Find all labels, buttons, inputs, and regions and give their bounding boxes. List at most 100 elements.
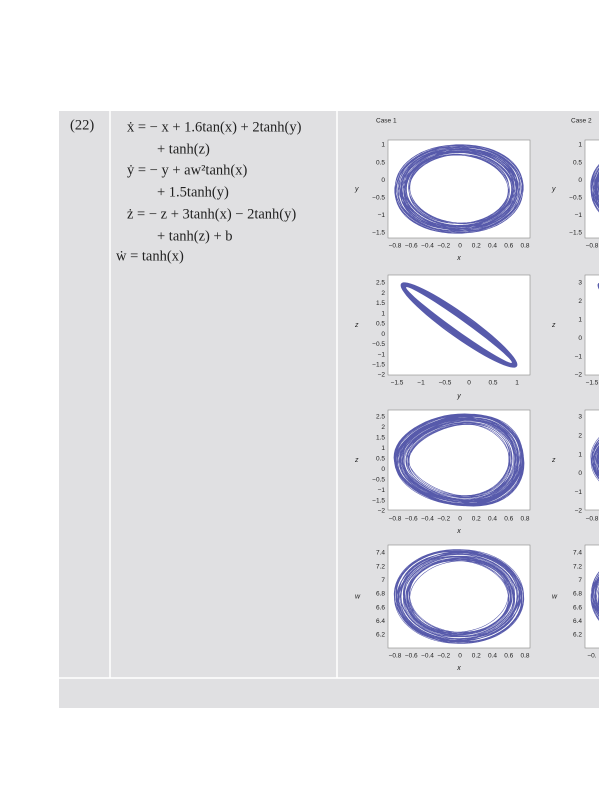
attractor-trajectory [394,144,524,234]
y-tick-label: 1.5 [376,435,385,442]
x-tick-label: −1.5 [391,380,404,387]
y-axis-label: z [354,457,359,464]
x-tick-label: 0.2 [472,243,481,250]
plot-area [584,274,599,376]
y-tick-label: −2 [575,372,583,379]
x-tick-label: −0.8 [586,243,599,250]
x-axis-label: x [456,665,461,672]
row-number: (22) [70,117,94,133]
case-title: Case 2 [571,118,592,125]
x-tick-label: 0.5 [488,380,497,387]
y-tick-label: −1.5 [569,230,582,237]
y-tick-label: −1 [575,353,583,360]
x-tick-label: 0.4 [488,243,497,250]
y-tick-label: 1 [578,142,582,149]
equation-line: ẋ = − x + 1.6tan(x) + 2tanh(y) [127,119,302,135]
x-tick-label: 0.8 [520,516,529,523]
x-axis-label: x [456,528,461,535]
y-tick-label: −2 [575,508,583,515]
y-tick-label: −1.5 [372,230,385,237]
y-tick-label: 2 [381,424,385,431]
y-tick-label: 2 [578,298,582,305]
y-tick-label: 6.6 [573,604,582,611]
x-axis-label: y [456,393,461,400]
equation-line: ẇ = tanh(x) [116,248,184,264]
y-tick-label: −1 [378,212,386,219]
x-tick-label: −0.2 [437,653,450,660]
plot-area [387,139,531,239]
y-tick-label: 6.8 [573,591,582,598]
plot-area [387,274,531,376]
attractor-trajectory [590,163,599,213]
y-tick-label: 6.2 [573,632,582,639]
y-tick-label: 0.5 [376,159,385,166]
y-tick-label: 3 [578,280,582,287]
y-tick-label: 2 [381,290,385,297]
x-tick-label: 0.6 [504,653,513,660]
y-tick-label: −0.5 [372,195,385,202]
y-axis-label: z [551,457,556,464]
x-axis-label: x [456,255,461,262]
x-tick-label: 0.4 [488,516,497,523]
x-tick-label: −0.8 [389,653,402,660]
x-tick-label: 0 [458,516,462,523]
y-tick-label: 7.2 [573,563,582,570]
x-tick-label: 0 [458,653,462,660]
x-tick-label: −1.5 [586,380,599,387]
y-tick-label: 0 [381,466,385,473]
y-tick-label: 7.2 [376,563,385,570]
x-tick-label: −0.8 [389,243,402,250]
x-tick-label: 0.4 [488,653,497,660]
y-tick-label: −1.5 [372,497,385,504]
y-tick-label: 6.4 [573,618,582,625]
y-axis-label: w [552,593,558,600]
x-tick-label: −0.4 [421,243,434,250]
y-tick-label: 0.5 [376,321,385,328]
x-tick-label: 0.2 [472,653,481,660]
y-tick-label: 1 [381,142,385,149]
x-tick-label: −0.2 [437,516,450,523]
x-tick-label: −0.6 [405,243,418,250]
y-tick-label: −1.5 [372,361,385,368]
y-tick-label: 2 [578,433,582,440]
x-tick-label: −0. [587,653,596,660]
y-tick-label: 7 [578,577,582,584]
x-tick-label: −0.4 [421,653,434,660]
case-title: Case 1 [376,118,397,125]
y-tick-label: 0 [578,335,582,342]
y-tick-label: 0 [381,177,385,184]
x-tick-label: 0.8 [520,243,529,250]
plot-area [387,544,531,649]
y-tick-label: 2.5 [376,414,385,421]
attractor-trajectory [393,549,525,644]
attractor-trajectory [393,413,525,507]
x-tick-label: 0.6 [504,516,513,523]
y-tick-label: −1 [378,487,386,494]
equation-line: + tanh(z) + b [157,228,233,244]
y-tick-label: 1 [578,451,582,458]
y-tick-label: 0.5 [573,159,582,166]
y-tick-label: 1 [578,317,582,324]
equation-line: + tanh(z) [157,141,210,157]
y-axis-label: z [354,322,359,329]
x-tick-label: −0.6 [405,653,418,660]
equation-line: ż = − z + 3tanh(x) − 2tanh(y) [127,206,296,222]
x-tick-label: −0.8 [586,516,599,523]
y-tick-label: 7.4 [376,550,385,557]
y-axis-label: z [551,322,556,329]
y-tick-label: −1 [575,489,583,496]
x-tick-label: −0.5 [439,380,452,387]
x-tick-label: 0 [458,243,462,250]
attractor-trajectory [400,282,518,368]
y-tick-label: 3 [578,414,582,421]
attractor-trajectory [590,437,599,482]
x-tick-label: 1 [515,380,519,387]
y-tick-label: −2 [378,372,386,379]
equation-line: + 1.5tanh(y) [157,184,229,200]
y-tick-label: −2 [378,508,386,515]
equation-line: ẏ = − y + aw²tanh(x) [127,162,247,178]
y-axis-label: y [354,186,359,193]
x-tick-label: −0.4 [421,516,434,523]
